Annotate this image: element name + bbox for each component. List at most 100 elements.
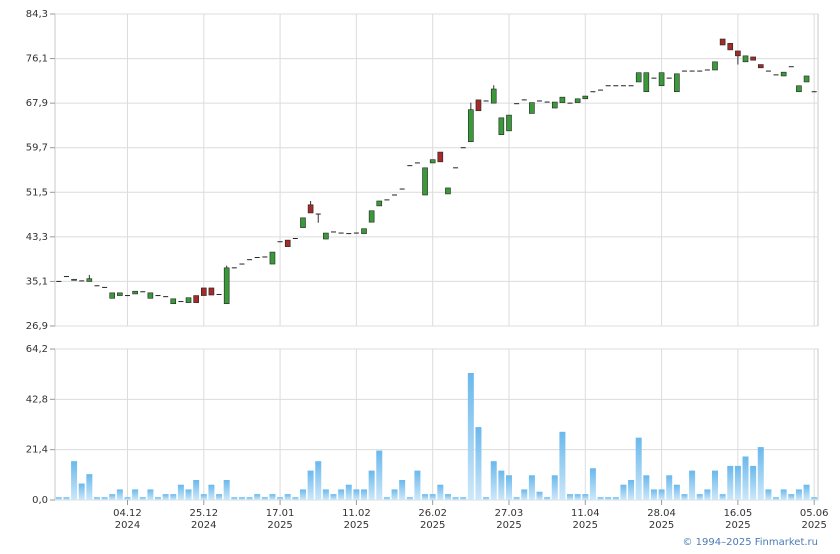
volume-bar [101,497,108,500]
candle-body [727,43,734,51]
candle-body [170,298,177,305]
volume-bar [589,468,596,500]
candle-body [803,75,810,83]
x-tick-label: 28.04 2025 [647,508,676,531]
x-tick-label: 11.04 2025 [571,508,600,531]
volume-bar [513,497,520,500]
volume-bar [86,474,93,500]
volume-bar [505,475,512,500]
volume-bar [216,494,223,500]
x-tick-label: 25.12 2024 [189,508,218,531]
volume-bar [582,494,589,500]
volume-bar [635,437,642,500]
volume-bar [597,497,604,500]
candle-body [132,290,138,295]
volume-bar [795,489,802,500]
y-tick-label: 43,3 [26,232,48,243]
volume-bar [177,484,184,500]
candle-body [551,101,558,109]
candle-body [200,287,207,296]
volume-bar [467,372,474,500]
candle-body [490,88,497,104]
volume-bar [437,484,444,500]
volume-bar [567,494,574,500]
candle-body [117,292,123,296]
volume-bar [696,494,703,500]
volume-bar [269,494,276,500]
volume-bar [460,497,467,500]
candle-body [796,85,802,93]
volume-bar [757,447,764,500]
y-tick-label: 42,8 [26,394,48,405]
volume-bar [711,470,718,500]
volume-bar [200,494,207,500]
volume-bar [765,489,772,500]
candle-body [307,204,314,214]
candle-body [193,295,199,303]
volume-bar [231,497,238,500]
credit: © 1994–2025 Finmarket.ru [682,537,818,548]
volume-bar [307,470,314,500]
volume-bar [544,497,551,500]
volume-bar [734,465,741,500]
volume-bar [605,497,612,500]
volume-bar [612,497,619,500]
volume-bar [475,427,482,500]
volume-bar [284,494,291,500]
volume-bar [345,484,352,500]
volume-bar [742,456,749,500]
volume-bar [147,489,154,500]
volume-bar [559,431,566,500]
x-tick-label: 27.03 2025 [495,508,524,531]
candle-body [323,232,329,240]
candle-body [506,114,512,132]
volume-bar [124,497,131,500]
candle-body [208,287,215,296]
candle-body [574,98,581,103]
volume-bar [490,461,497,500]
volume-bar [185,489,192,500]
x-tick-label: 17.01 2025 [266,508,295,531]
volume-bar [788,494,795,500]
x-tick-label: 11.02 2025 [342,508,371,531]
volume-bar [406,497,413,500]
volume-bar [193,480,200,500]
candle-body [376,200,383,207]
candle-body [742,55,749,63]
volume-bar [292,497,299,500]
candle-body [750,56,756,61]
candle-body [284,239,291,247]
volume-bar [536,491,543,500]
candle-body [300,217,306,228]
volume-bar [399,480,406,500]
volume-bar [361,489,368,500]
x-tick-label: 04.12 2024 [113,508,142,531]
y-tick-label: 64,2 [26,344,48,355]
y-tick-label: 76,1 [26,54,48,65]
volume-bar [261,497,268,500]
volume-bar [628,480,635,500]
candle-body [475,99,482,112]
volume-bar [551,475,558,500]
candle-body [361,228,367,234]
candle-body [643,72,650,93]
volume-bar [368,470,375,500]
volume-bar [574,494,581,500]
volume-bar [750,465,757,500]
plot-area [54,13,819,327]
y-tick-label: 0,0 [32,495,48,506]
volume-bar [299,489,306,500]
candle-body [445,187,451,195]
volume-bar [383,497,390,500]
volume-bar [132,489,139,500]
volume-bar [109,494,116,500]
candle-body [658,72,665,87]
volume-bar [208,484,215,500]
volume-bar [498,470,505,500]
y-tick-label: 35,1 [26,276,48,287]
volume-bar [780,489,787,500]
volume-bar [246,497,253,500]
candle-body [635,72,642,83]
volume-bar [78,483,85,500]
volume-bar [391,489,398,500]
